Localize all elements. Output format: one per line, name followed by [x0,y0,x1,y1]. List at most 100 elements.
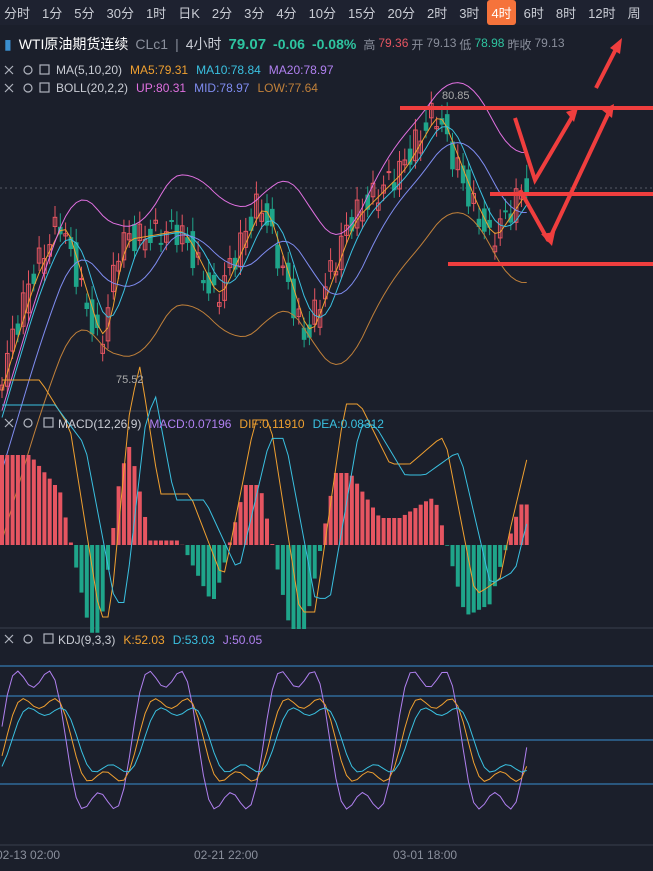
interval-tab[interactable]: 3时 [459,6,480,21]
macd-bar [270,544,275,545]
macd-bar [466,545,471,615]
interval-tab[interactable]: 1分 [42,6,63,21]
candle [169,220,174,223]
candle [227,258,233,269]
interval-tab[interactable]: 周 [627,6,641,21]
macd-bar [397,518,402,545]
candle [195,252,201,258]
interval-tab[interactable]: 5分 [74,6,95,21]
macd-bar [217,545,222,583]
candle [413,129,418,162]
interval-tab[interactable]: 分时 [4,6,31,21]
boll-low: LOW:77.64 [257,81,318,95]
macd-bar [344,473,349,545]
k-line [1,698,528,782]
macd-bar [212,545,216,599]
boll-legend: BOLL(20,2,2) UP:80.31 MID:78.97 LOW:77.64 [56,81,318,95]
interval-tab[interactable]: 4分 [276,6,297,21]
macd-bar [84,545,89,618]
interval-tab[interactable]: 30分 [106,6,134,21]
macd-bar [249,485,254,545]
macd-bar [185,545,190,556]
d-line [1,707,527,773]
interval-tab[interactable]: 8时 [555,6,577,21]
macd-bar [291,545,296,629]
candle [36,247,42,264]
candle [503,210,508,213]
interval-tab[interactable]: 20分 [387,6,415,21]
interval-tab[interactable]: 10分 [308,6,337,21]
macd-bar [137,491,142,545]
macd-bar [286,545,291,621]
interval-tab[interactable]: 日K [178,6,200,21]
candle [20,292,26,327]
candle [434,126,439,130]
d: D:53.03 [172,633,215,647]
candle [10,328,15,352]
interval-tab[interactable]: 6时 [523,6,544,21]
macd-bar [508,533,513,545]
macd-bar [254,485,259,545]
macd-bar [323,523,328,545]
interval-tab[interactable]: 2分 [211,6,233,21]
time-label: 02-13 02:00 [0,848,61,862]
macd-bar [471,545,476,613]
macd-bar [90,545,95,633]
macd-bar [328,495,333,545]
candle [407,148,413,165]
macd-bar [339,473,344,545]
macd-bar [461,545,466,608]
chart-icon: ▮ [4,35,12,52]
macd-bar [53,485,57,545]
boll-name: BOLL(20,2,2) [56,81,129,95]
candle [360,211,365,222]
ma-legend: MA(5,10,20) MA5:79.31 MA10:78.84 MA20:78.97 [56,63,334,77]
macd-bar [265,518,269,545]
macd-bar [275,545,280,570]
macd-bar [296,545,301,629]
candle [15,323,21,335]
macd-bar [439,525,444,545]
macd-bar [58,492,63,545]
macd-bar [355,483,360,545]
macd-bar [10,455,15,545]
macd-bar [26,455,31,545]
macd-bar [280,545,285,595]
interval-tab[interactable]: 1时 [145,6,167,21]
candle [254,193,259,219]
candle [423,122,429,131]
candle [370,182,376,198]
interval-tab[interactable]: 15分 [348,6,376,21]
open: 79.13 [426,35,457,50]
macd-bar [238,502,243,545]
candle [280,265,286,269]
candle [137,223,143,242]
interval-tab[interactable]: 3分 [244,6,265,21]
ma-name: MA(5,10,20) [56,63,123,77]
macd-bar [386,518,391,545]
candle [84,302,90,310]
change-pct: -0.08% [311,36,357,52]
interval-tab[interactable]: 4时 [487,0,516,25]
candle [397,160,402,190]
k: K:52.03 [123,633,165,647]
interval-tab[interactable]: 2时 [426,6,448,21]
interval-tab[interactable]: 12时 [588,6,616,21]
macd-bar [164,540,169,545]
macd-bar [74,545,79,568]
candle [164,231,169,243]
macd-bar [174,540,179,545]
macd-bar [498,545,503,567]
macd-bar [360,491,365,545]
dea: DEA:0.08312 [312,417,384,431]
macd-bar [514,516,519,545]
macd-bar [333,473,338,545]
candle [508,213,514,223]
max-label: 80.85 [442,90,470,102]
macd-bar [31,459,36,545]
macd-bar [42,472,47,545]
period[interactable]: 4小时 [185,36,222,52]
ma20: MA20:78.97 [268,63,334,77]
macd-bar [243,485,248,545]
